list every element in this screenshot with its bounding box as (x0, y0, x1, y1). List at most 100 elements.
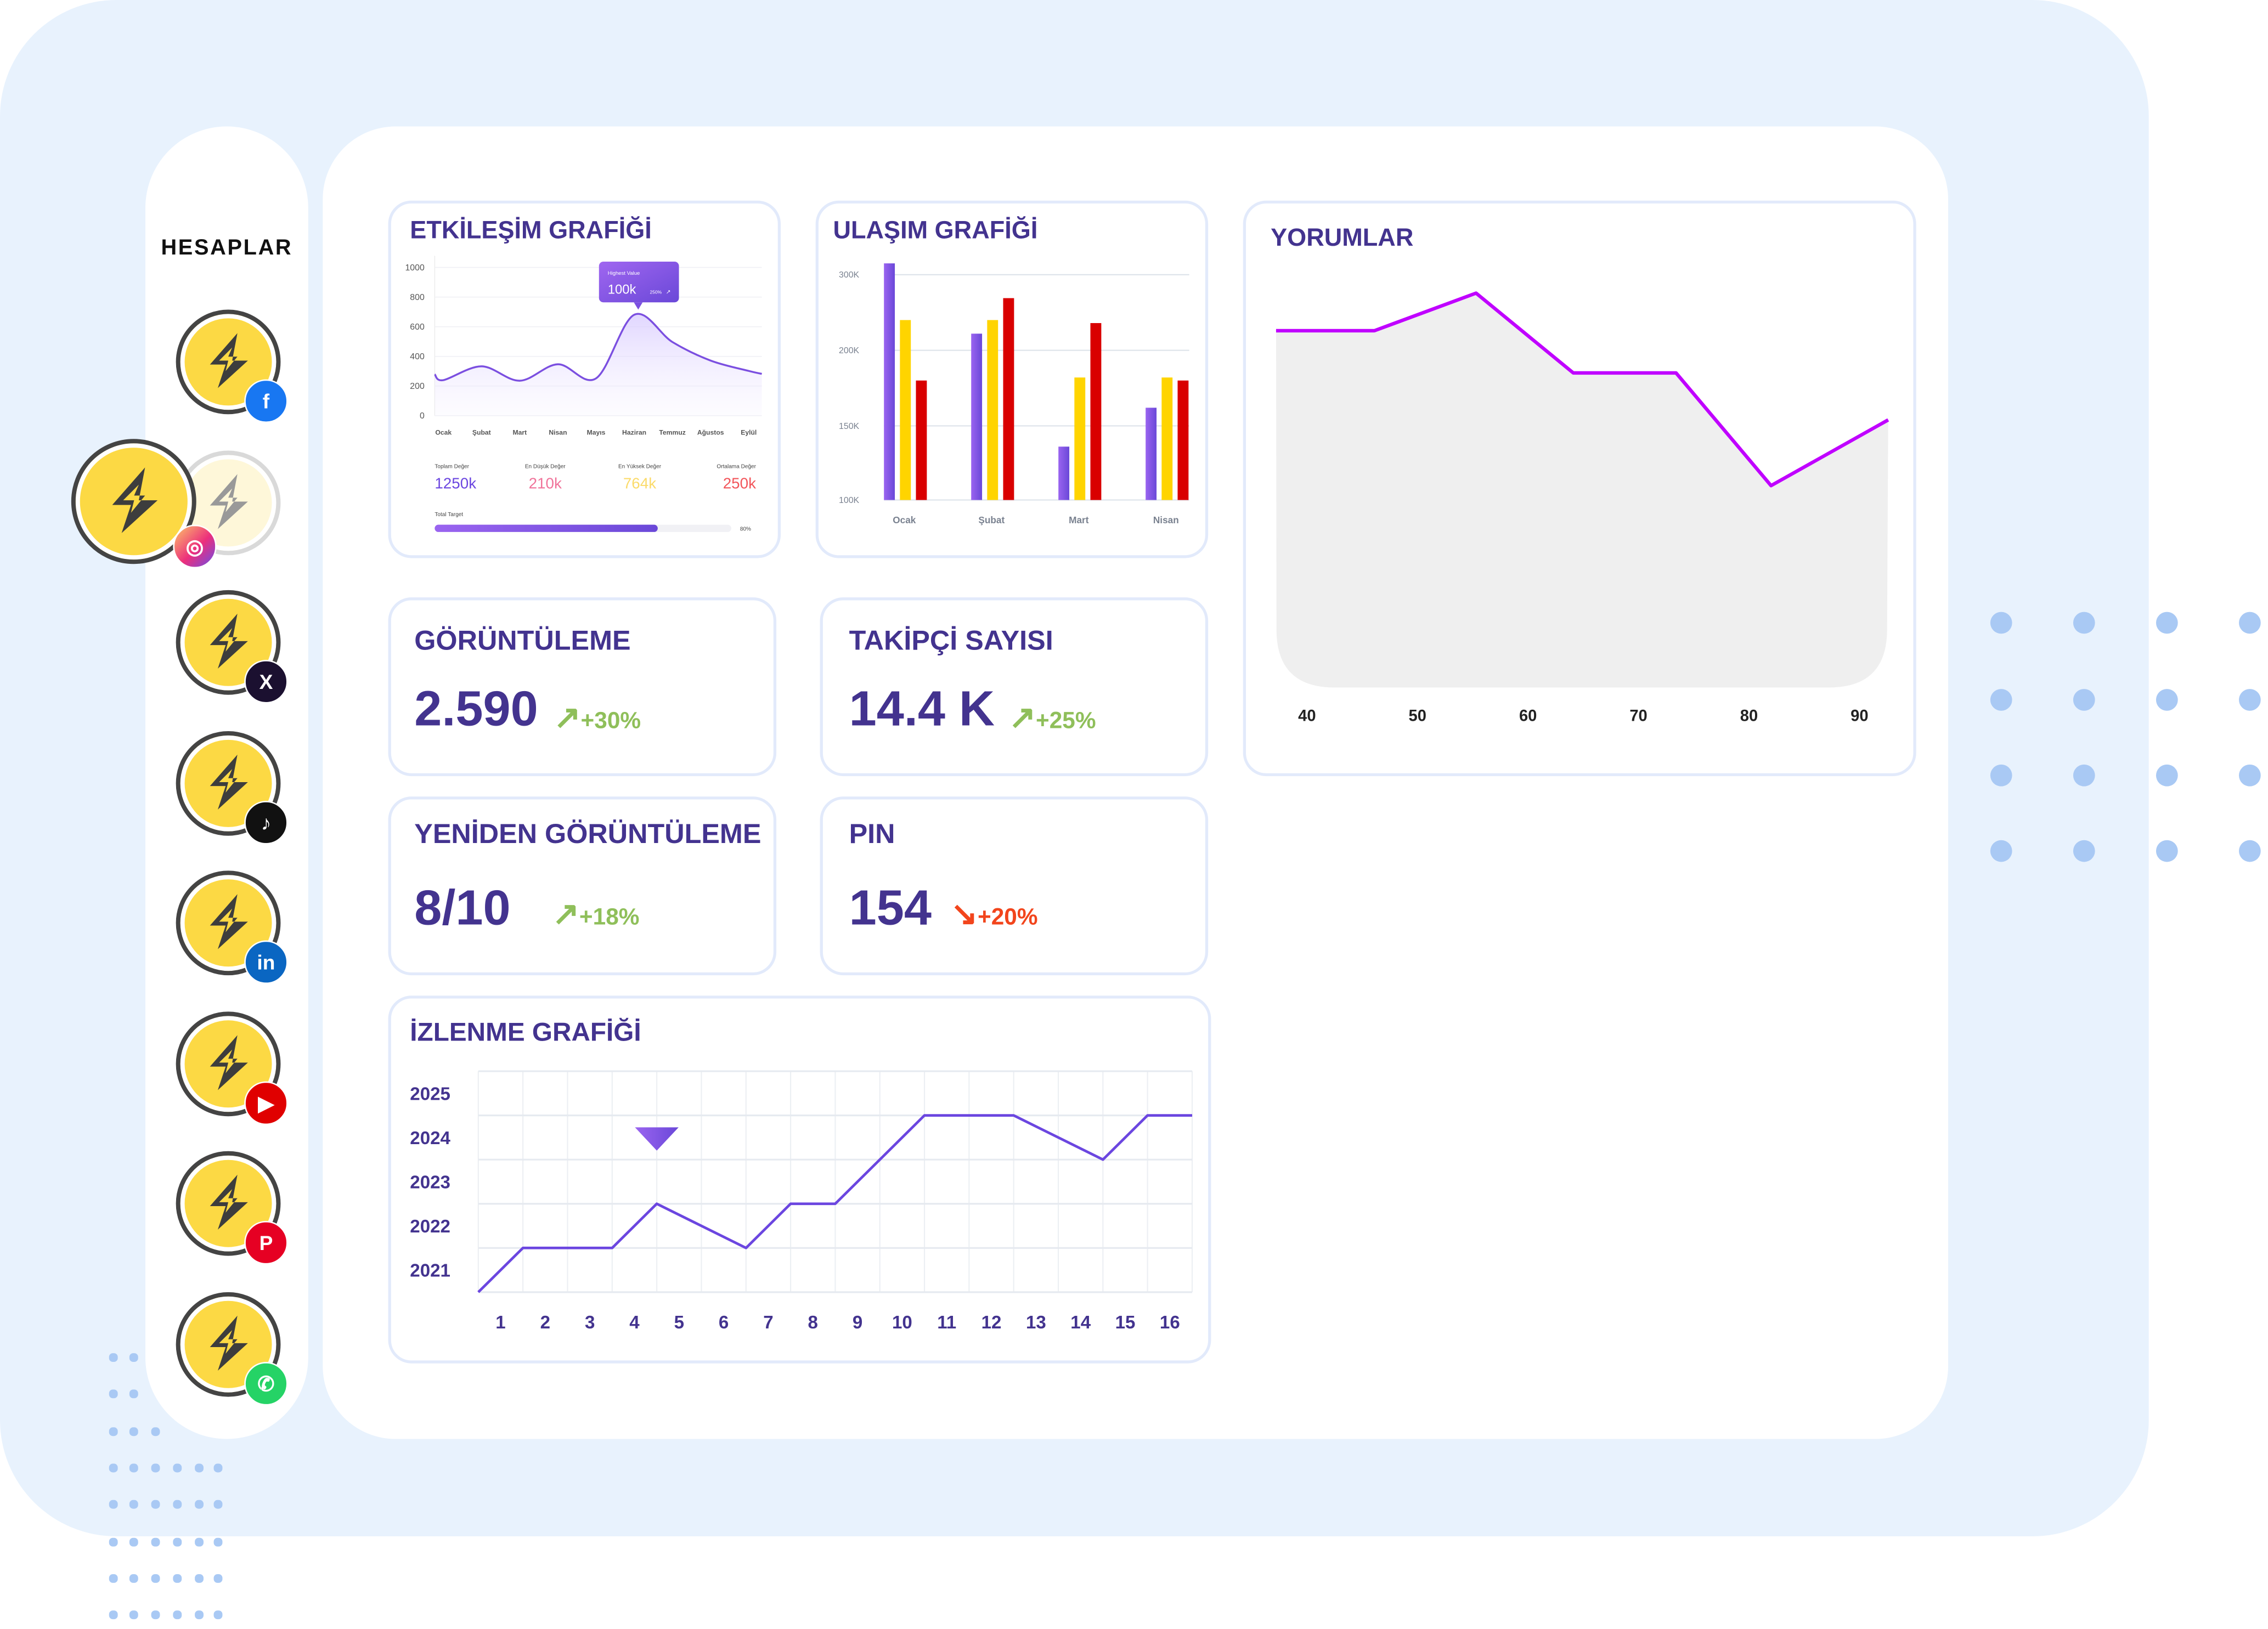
lightning-bolt-icon (210, 754, 248, 810)
x-tick-label: Ağustos (697, 428, 724, 436)
stat-value: 764k (623, 474, 656, 491)
kpi-change: ↗+18% (552, 895, 640, 933)
decorative-dot (195, 1500, 203, 1508)
y-tick-label: 2024 (410, 1128, 450, 1149)
decorative-dot (129, 1464, 138, 1472)
tooltip-label: Highest Value (608, 270, 640, 276)
decorative-dot (151, 1574, 160, 1582)
x-tick-label: 10 (892, 1313, 912, 1333)
lightning-bolt-icon (210, 894, 248, 949)
kpi-change: ↘+20% (951, 895, 1038, 933)
decorative-dot (173, 1500, 182, 1508)
y-tick-label: 2021 (410, 1260, 450, 1281)
data-point (1675, 372, 1677, 374)
x-tick-label: Ocak (435, 428, 452, 436)
y-tick-label: 0 (420, 411, 425, 421)
decorative-dot (151, 1428, 160, 1436)
decorative-dot (214, 1500, 222, 1508)
decorative-dot (2155, 763, 2177, 786)
x-tick-label: Temmuz (659, 428, 686, 436)
kpi-title: GÖRÜNTÜLEME (414, 626, 631, 657)
decorative-dot (109, 1611, 117, 1619)
data-point (443, 380, 444, 381)
y-tick-label: 300K (839, 270, 860, 280)
decorative-dot (173, 1574, 182, 1582)
bar (1161, 377, 1173, 500)
data-point (478, 1292, 479, 1293)
decorative-dot (109, 1574, 117, 1582)
x-tick-label: 80 (1740, 707, 1758, 725)
stat-value: 210k (529, 474, 562, 491)
target-label: Total Target (435, 512, 463, 518)
target-progress-fill (435, 524, 658, 532)
decorative-dot (1989, 763, 2012, 786)
card-title: İZLENME GRAFİĞİ (410, 1017, 641, 1047)
decorative-dot (1989, 688, 2012, 710)
data-point (1192, 1115, 1193, 1116)
decorative-dot (109, 1464, 117, 1472)
kpi-change-value: +20% (977, 905, 1038, 930)
target-percent: 80% (740, 526, 751, 532)
bar (971, 333, 983, 500)
decorative-dot (109, 1500, 117, 1508)
decorative-dot (151, 1538, 160, 1546)
series-line (434, 313, 762, 382)
x-tick-label: Mart (513, 428, 527, 436)
decorative-dot (129, 1390, 138, 1398)
bar (987, 320, 998, 500)
x-tick-label: 40 (1298, 707, 1316, 725)
area-fill (435, 314, 762, 416)
bar (1177, 380, 1189, 500)
decorative-dot (1989, 839, 2012, 862)
x-tick-label: 11 (937, 1313, 956, 1333)
lightning-bolt-icon (111, 467, 157, 533)
decorative-dot (2238, 611, 2260, 634)
data-point (710, 360, 711, 361)
bar (1146, 408, 1157, 500)
x-tick-label: 50 (1409, 707, 1426, 725)
decorative-dot (129, 1574, 138, 1582)
views-chart-card: İZLENME GRAFİĞİ (388, 996, 1211, 1364)
stat-label: En Düşük Değer (525, 463, 566, 470)
lightning-bolt-icon (210, 1035, 248, 1090)
kpi-value: 154 (849, 880, 932, 936)
facebook-icon: f (244, 379, 288, 423)
kpi-title: TAKİPÇİ SAYISI (849, 626, 1053, 657)
bar (916, 380, 927, 500)
kpi-card-pin: PIN 154 ↘+20% (820, 796, 1209, 976)
decorative-dot (2155, 839, 2177, 862)
decorative-dot (214, 1611, 222, 1619)
kpi-value: 2.590 (414, 681, 538, 737)
youtube-icon: ▶ (244, 1081, 288, 1125)
decorative-dot (173, 1611, 182, 1619)
decorative-dot (195, 1611, 203, 1619)
y-tick-label: 150K (839, 422, 860, 431)
decorative-dot (214, 1538, 222, 1546)
lightning-bolt-icon (210, 333, 248, 388)
lightning-bolt-icon (210, 1174, 248, 1230)
x-tick-label: 60 (1519, 707, 1537, 725)
kpi-card-views: GÖRÜNTÜLEME 2.590 ↗+30% (388, 597, 777, 777)
x-tick-label: 7 (763, 1313, 773, 1333)
stat-value: 1250k (435, 474, 476, 491)
decorative-dot (109, 1428, 117, 1436)
decorative-dot (1989, 611, 2012, 634)
decorative-dot (2238, 763, 2260, 786)
x-tick-label: Nisan (549, 428, 567, 436)
y-tick-label: 1000 (405, 263, 425, 273)
bar (1003, 298, 1014, 500)
decorative-dot (214, 1464, 222, 1472)
data-point (879, 1159, 881, 1160)
marker-triangle-icon (635, 1127, 679, 1151)
y-tick-label: 2025 (410, 1084, 450, 1104)
decorative-dot (2155, 688, 2177, 710)
sidebar-title: HESAPLAR (161, 235, 293, 261)
kpi-card-reviews: YENİDEN GÖRÜNTÜLEME 8/10 ↗+18% (388, 796, 777, 976)
stat-label: En Yüksek Değer (618, 463, 662, 470)
decorative-dot (195, 1538, 203, 1546)
y-tick-label: 200K (839, 346, 860, 355)
kpi-card-followers: TAKİPÇİ SAYISI 14.4 K ↗+25% (820, 597, 1209, 777)
x-tick-label: 6 (719, 1313, 729, 1333)
x-tick-label: 15 (1115, 1313, 1136, 1333)
